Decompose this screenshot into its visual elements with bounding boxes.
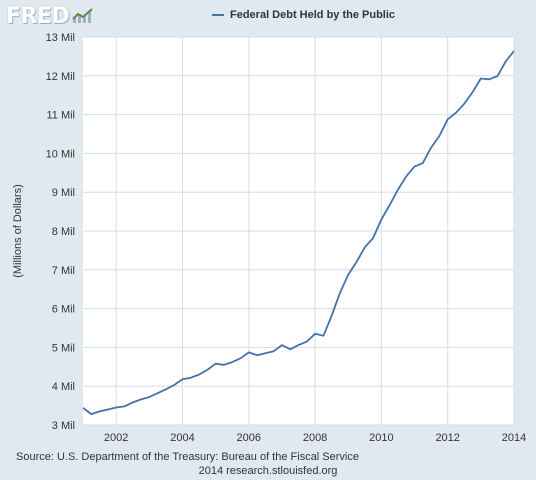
x-gridlines — [115, 37, 515, 425]
fred-logo[interactable]: FRED — [6, 3, 94, 29]
y-tick-label: 12 Mil — [46, 71, 75, 83]
legend-swatch — [212, 14, 224, 16]
y-tick-label: 7 Mil — [52, 265, 75, 277]
y-tick-label: 5 Mil — [52, 342, 75, 354]
y-tick-label: 4 Mil — [52, 381, 75, 393]
x-tick-label: 2014 — [502, 432, 526, 444]
x-tick-label: 2010 — [369, 432, 393, 444]
x-tick-label: 2006 — [237, 432, 261, 444]
y-axis-ticks: 3 Mil 4 Mil 5 Mil 6 Mil 7 Mil 8 Mil 9 Mil 10 Mi… — [46, 32, 75, 432]
chart-legend[interactable]: Federal Debt Held by the Public — [212, 9, 395, 21]
y-tick-label: 11 Mil — [46, 110, 75, 122]
series-line-federal-debt[interactable] — [82, 50, 515, 415]
x-tick-label: 2008 — [303, 432, 327, 444]
y-tick-label: 6 Mil — [52, 304, 75, 316]
x-tick-label: 2004 — [170, 432, 194, 444]
y-tick-label: 13 Mil — [46, 32, 75, 44]
y-gridlines — [83, 36, 514, 426]
x-tick-label: 2012 — [435, 432, 459, 444]
y-tick-label: 9 Mil — [52, 187, 75, 199]
legend-label: Federal Debt Held by the Public — [230, 9, 396, 21]
y-tick-label: 10 Mil — [46, 148, 75, 160]
x-axis-ticks: 2002 2004 2006 2008 2010 2012 2014 — [104, 432, 526, 444]
fred-logo-text: FRED — [6, 3, 70, 29]
source-credit[interactable]: 2014 research.stlouisfed.org — [198, 465, 338, 477]
y-axis-label: (Millions of Dollars) — [12, 184, 24, 278]
source-text: Source: U.S. Department of the Treasury:… — [16, 451, 359, 463]
y-tick-label: 8 Mil — [52, 226, 75, 238]
y-tick-label: 3 Mil — [52, 420, 75, 432]
x-tick-label: 2002 — [104, 432, 128, 444]
line-chart-icon — [72, 8, 93, 23]
